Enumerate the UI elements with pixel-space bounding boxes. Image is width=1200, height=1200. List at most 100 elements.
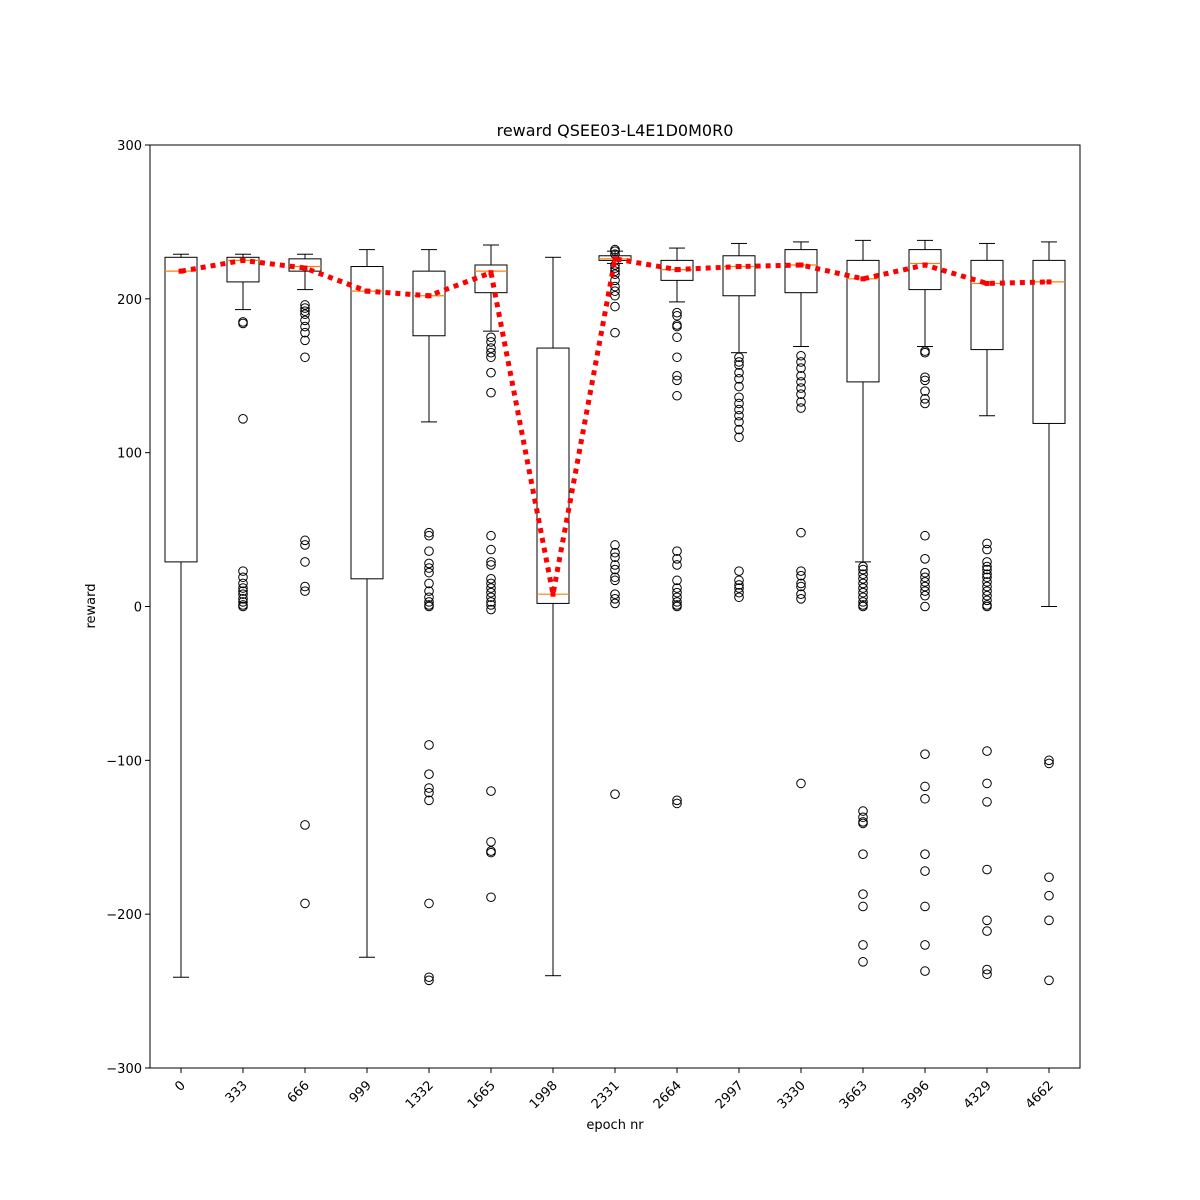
flier-point [858,957,868,967]
flier-point [982,969,992,979]
flier-point [982,797,992,807]
flier-point [610,552,620,563]
flier-point [672,370,682,381]
flier-point [610,275,620,286]
flier-point [486,583,496,593]
flier-point [734,417,744,427]
flier-point [920,849,930,859]
flier-point [424,592,434,603]
flier-point [858,597,868,607]
flier-point [920,581,930,592]
mean-point [426,293,432,299]
mean-point [674,267,680,273]
flier-point [858,849,868,859]
flier-point [982,577,992,587]
flier-point [672,601,682,612]
flier-point [424,769,434,779]
flier-point [424,787,434,798]
flier-point [486,847,496,858]
flier-point [796,370,806,381]
flier-point [796,778,806,789]
flier-point [486,574,496,584]
flier-point [424,898,434,909]
y-tick-label: 100 [117,447,142,462]
flier-point [796,389,806,400]
flier-point [858,569,868,579]
flier-point [486,578,496,589]
flier-point [796,527,806,538]
mean-point [612,256,618,262]
flier-point [1044,872,1054,883]
box-body [164,256,198,563]
flier-point [920,793,930,804]
flier-point [300,303,310,313]
flier-point [424,563,434,573]
mean-point [364,288,370,294]
box-body [288,258,322,272]
box-3996 [908,239,942,976]
flier-point [920,586,930,596]
flier-point [920,554,930,564]
flier-point [920,966,930,976]
flier-point [486,597,496,607]
flier-point [486,343,496,353]
flier-point [796,578,806,589]
flier-point [486,592,496,603]
flier-point [920,394,930,404]
box-body [350,266,384,580]
flier-point [734,410,744,421]
flier-point [424,567,434,578]
flier-point [982,561,992,572]
flier-point [982,915,992,926]
flier-point [858,818,868,829]
flier-point [982,544,992,555]
y-tick-label: 300 [117,139,142,154]
mean-point [488,270,494,276]
flier-point [920,347,930,358]
y-axis: −300 −200 −100 0 100 200 300 [106,139,150,1077]
flier-point [1044,915,1054,926]
flier-point [734,580,744,590]
box-1332 [412,249,446,986]
flier-point [486,604,496,615]
flier-point [486,352,496,363]
flier-point [672,597,682,607]
flier-point [238,589,248,599]
flier-point [858,564,868,575]
flier-point [424,597,434,607]
flier-point [796,377,806,387]
flier-point [672,321,682,332]
flier-point [610,547,620,558]
flier-point [920,866,930,876]
box-body [1032,259,1066,424]
flier-point [920,901,930,912]
flier-point [300,327,310,338]
flier-point [982,601,992,612]
flier-point [300,898,310,909]
flier-point [424,795,434,806]
flier-point [796,570,806,581]
mean-point [736,264,742,270]
flier-point [300,306,310,316]
y-tick-label: −200 [106,908,142,923]
flier-point [424,578,434,589]
y-tick-label: −100 [106,754,142,769]
flier-point [672,798,682,809]
flier-point [1044,755,1054,766]
box-3330 [784,241,818,789]
flier-point [486,387,496,398]
flier-point [858,578,868,589]
flier-point [734,381,744,392]
flier-point [920,601,930,612]
flier-point [982,538,992,549]
flier-point [920,530,930,541]
flier-point [920,375,930,386]
flier-point [920,572,930,583]
flier-point [672,352,682,363]
y-tick-label: 200 [117,293,142,308]
y-tick-label: −300 [106,1062,142,1077]
flier-point [610,286,620,296]
flier-point [486,544,496,555]
